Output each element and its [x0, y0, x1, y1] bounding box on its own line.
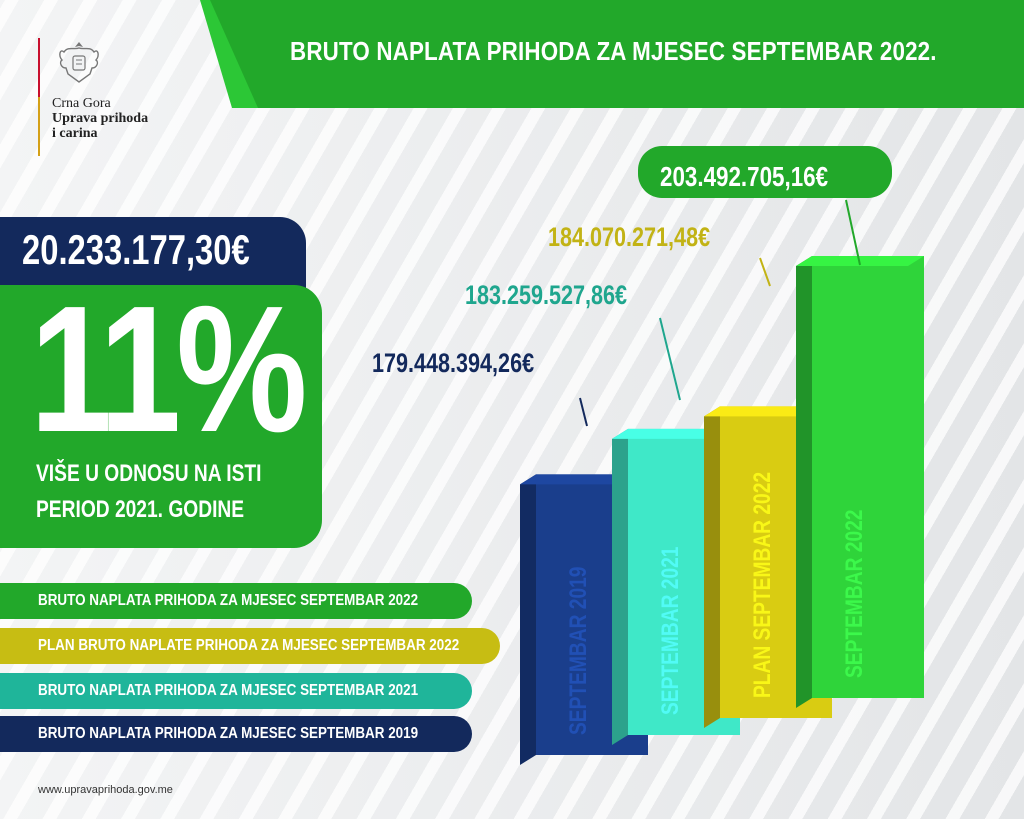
legend-item-2019: BRUTO NAPLATA PRIHODA ZA MJESEC SEPTEMBA…	[0, 716, 472, 752]
bar-side-face	[796, 256, 812, 708]
logo-agency-line1: Uprava prihoda	[52, 111, 149, 126]
legend-item-2021: BRUTO NAPLATA PRIHODA ZA MJESEC SEPTEMBA…	[0, 673, 472, 709]
bar-category-label: SEPTEMBAR 2019	[564, 567, 592, 735]
logo-country: Crna Gora	[52, 96, 111, 111]
bar-4: SEPTEMBAR 2022	[796, 256, 924, 708]
value-label-3: 184.070.271,48€	[548, 223, 771, 287]
value-text: 183.259.527,86€	[465, 281, 627, 311]
legend-label: BRUTO NAPLATA PRIHODA ZA MJESEC SEPTEMBA…	[38, 682, 419, 699]
legend-label: BRUTO NAPLATA PRIHODA ZA MJESEC SEPTEMBA…	[38, 592, 419, 609]
leader-line	[759, 257, 771, 287]
title-banner	[210, 0, 1024, 108]
leader-line	[845, 199, 861, 266]
difference-amount: 20.233.177,30€	[22, 226, 250, 273]
legend-label: BRUTO NAPLATA PRIHODA ZA MJESEC SEPTEMBA…	[38, 725, 419, 742]
percent-caption-line1: VIŠE U ODNOSU NA ISTI	[36, 460, 262, 487]
website-url[interactable]: www.upravaprihoda.gov.me	[38, 784, 173, 796]
value-text: 203.492.705,16€	[660, 162, 828, 193]
bar-category-label: SEPTEMBAR 2021	[656, 547, 684, 715]
leader-line	[579, 397, 588, 427]
legend-item-2022: BRUTO NAPLATA PRIHODA ZA MJESEC SEPTEMBA…	[0, 583, 472, 619]
logo: Crna Gora Uprava prihoda i carina	[38, 38, 208, 158]
bar-category-label: SEPTEMBAR 2022	[840, 510, 868, 678]
value-label-2: 183.259.527,86€	[465, 281, 681, 401]
value-label-4: 203.492.705,16€	[638, 146, 892, 266]
amount-panel	[0, 217, 306, 295]
percent-value: 11%	[30, 269, 307, 470]
percent-panel	[0, 285, 322, 548]
legend-label: PLAN BRUTO NAPLATE PRIHODA ZA MJESEC SEP…	[38, 637, 460, 654]
leader-line	[659, 317, 681, 401]
legend-item-plan-2022: PLAN BRUTO NAPLATE PRIHODA ZA MJESEC SEP…	[0, 628, 500, 664]
value-text: 184.070.271,48€	[548, 223, 710, 253]
value-text: 179.448.394,26€	[372, 349, 534, 379]
bar-side-face	[520, 474, 536, 765]
bar-side-face	[612, 428, 628, 745]
coat-of-arms-icon	[59, 42, 99, 83]
bar-category-label: PLAN SEPTEMBAR 2022	[748, 472, 776, 698]
page-title: BRUTO NAPLATA PRIHODA ZA MJESEC SEPTEMBA…	[290, 36, 937, 66]
value-pill	[638, 146, 892, 198]
bar-side-face	[704, 406, 720, 728]
value-label-1: 179.448.394,26€	[372, 349, 588, 427]
bar-front-face	[812, 256, 924, 698]
percent-caption-line2: PERIOD 2021. GODINE	[36, 496, 245, 523]
logo-agency-line2: i carina	[52, 126, 98, 141]
logo-divider	[38, 38, 40, 156]
